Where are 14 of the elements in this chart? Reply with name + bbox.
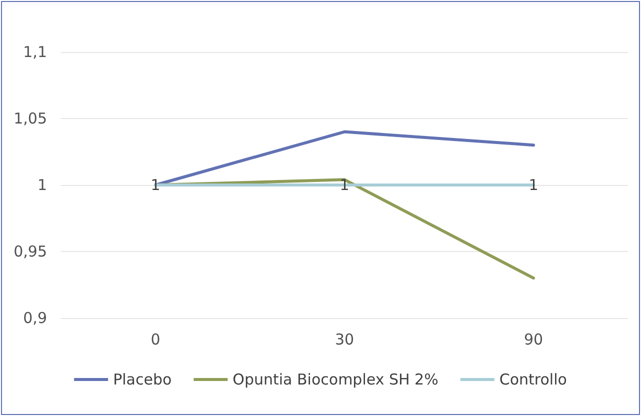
legend-label: Controllo [499,370,567,388]
y-tick-label: 1,05 [14,110,47,128]
x-tick-label: 0 [150,330,160,348]
y-tick-label: 1,1 [23,43,47,61]
data-label: 1 [150,176,160,194]
y-tick-label: 0,95 [14,242,47,260]
x-tick-label: 30 [334,330,354,348]
data-label: 1 [528,176,538,194]
data-label: 1 [340,176,350,194]
y-tick-label: 1 [37,176,47,194]
x-tick-label: 90 [524,330,544,348]
legend-label: Placebo [113,370,172,388]
y-tick-label: 0,9 [23,309,47,327]
legend-label: Opuntia Biocomplex SH 2% [232,370,438,388]
